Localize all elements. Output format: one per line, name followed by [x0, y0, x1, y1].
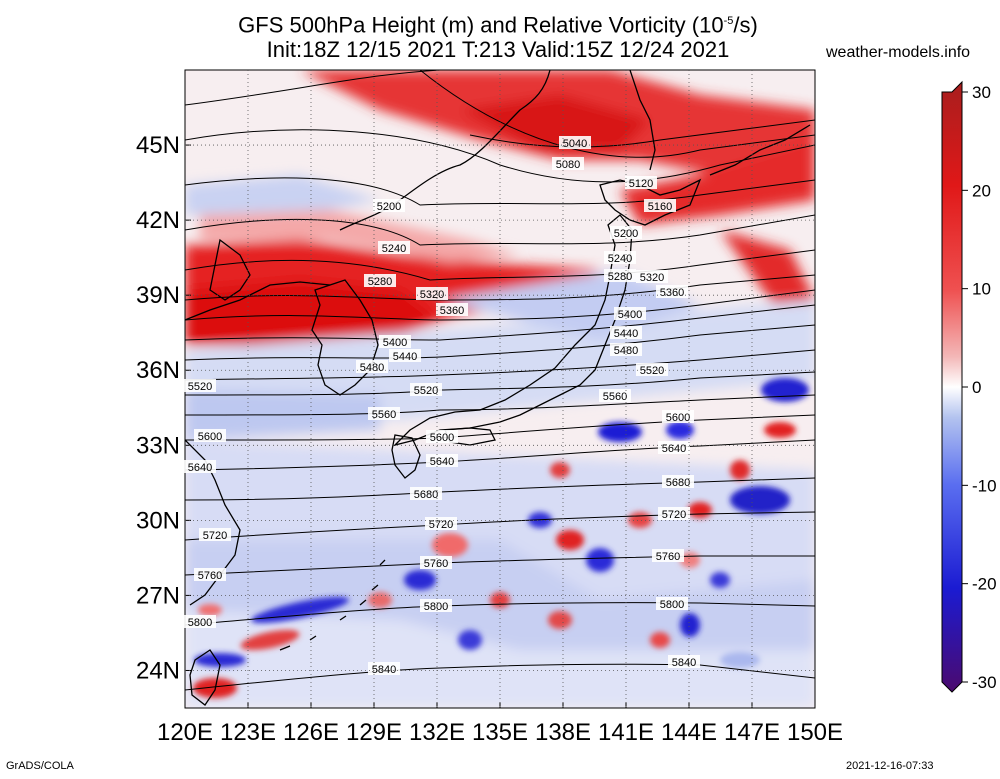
longitude-axis: 120E 123E 126E 129E 132E 135E 138E 141E 144E 147E…: [157, 70, 843, 746]
contour-label: 5520: [414, 385, 438, 397]
contour-label: 5040: [563, 138, 587, 150]
contour-label: 5840: [672, 657, 696, 669]
footer-software: GrADS/COLA: [6, 760, 74, 772]
lat-tick-label: 30N: [136, 507, 180, 534]
chart-subtitle: Init:18Z 12/15 2021 T:213 Valid:15Z 12/2…: [266, 37, 730, 62]
contour-label: 5400: [383, 337, 407, 349]
contour-label: 5160: [648, 201, 672, 213]
contour-label: 5240: [382, 243, 406, 255]
contour-label: 5280: [368, 276, 392, 288]
colorbar-tick-label: 10: [972, 280, 991, 299]
colorbar-tick-label: -20: [972, 575, 997, 594]
contour-label: 5560: [603, 391, 627, 403]
contour-label: 5320: [640, 272, 664, 284]
contour-label: 5240: [608, 253, 632, 265]
lat-tick-label: 33N: [136, 432, 180, 459]
contour-label: 5840: [372, 664, 396, 676]
lon-tick-label: 147E: [724, 719, 780, 746]
footer-timestamp: 2021-12-16-07:33: [846, 760, 934, 772]
contour-label: 5640: [662, 443, 686, 455]
contour-label: 5600: [198, 431, 222, 443]
contour-label: 5360: [660, 287, 684, 299]
colorbar-tick-label: 30: [972, 83, 991, 102]
lon-tick-label: 132E: [409, 719, 465, 746]
contour-label: 5200: [377, 201, 401, 213]
colorbar-ticks: 30 20 10 0 -10 -20 -30: [962, 83, 997, 692]
latitude-axis: 24N 27N 30N 33N 36N 39N 42N 45N: [136, 132, 815, 684]
contour-label: 5720: [662, 509, 686, 521]
lon-tick-label: 123E: [220, 719, 276, 746]
colorbar: [941, 80, 963, 693]
contour-label: 5320: [420, 289, 444, 301]
contour-label: 5400: [618, 309, 642, 321]
lat-tick-label: 42N: [136, 207, 180, 234]
contour-label: 5080: [556, 159, 580, 171]
contour-label: 5760: [656, 551, 680, 563]
contour-label: 5680: [414, 489, 438, 501]
lon-tick-label: 129E: [346, 719, 402, 746]
contour-label: 5520: [640, 365, 664, 377]
lon-tick-label: 150E: [787, 719, 843, 746]
contour-label: 5800: [660, 599, 684, 611]
contour-label: 5800: [188, 617, 212, 629]
contour-label: 5480: [360, 362, 384, 374]
colorbar-tick-label: 20: [972, 181, 991, 200]
lon-tick-label: 138E: [535, 719, 591, 746]
contour-label: 5800: [424, 601, 448, 613]
contour-label: 5640: [188, 462, 212, 474]
lat-tick-label: 39N: [136, 282, 180, 309]
contour-label: 5520: [188, 381, 212, 393]
lon-tick-label: 144E: [661, 719, 717, 746]
contour-label: 5720: [429, 519, 453, 531]
contour-label: 5280: [608, 271, 632, 283]
contour-label: 5760: [198, 570, 222, 582]
lat-tick-label: 24N: [136, 657, 180, 684]
contour-label: 5560: [372, 409, 396, 421]
lat-tick-label: 36N: [136, 357, 180, 384]
colorbar-tick-label: 0: [972, 378, 981, 397]
contour-label: 5640: [430, 456, 454, 468]
lon-tick-label: 120E: [157, 719, 213, 746]
colorbar-tick-label: -10: [972, 476, 997, 495]
chart-title: GFS 500hPa Height (m) and Relative Vorti…: [238, 12, 758, 38]
lon-tick-label: 141E: [598, 719, 654, 746]
lon-tick-label: 126E: [283, 719, 339, 746]
colorbar-tick-label: -30: [972, 673, 997, 692]
contour-label: 5360: [440, 305, 464, 317]
site-watermark: weather-models.info: [826, 44, 971, 61]
contour-label: 5720: [203, 530, 227, 542]
contour-label: 5600: [666, 412, 690, 424]
contour-label: 5680: [666, 477, 690, 489]
lat-tick-label: 27N: [136, 582, 180, 609]
lat-tick-label: 45N: [136, 132, 180, 159]
lon-tick-label: 135E: [472, 719, 528, 746]
contour-label: 5440: [393, 351, 417, 363]
contour-label: 5760: [424, 558, 448, 570]
contour-label: 5600: [430, 432, 454, 444]
contour-label: 5120: [629, 178, 653, 190]
